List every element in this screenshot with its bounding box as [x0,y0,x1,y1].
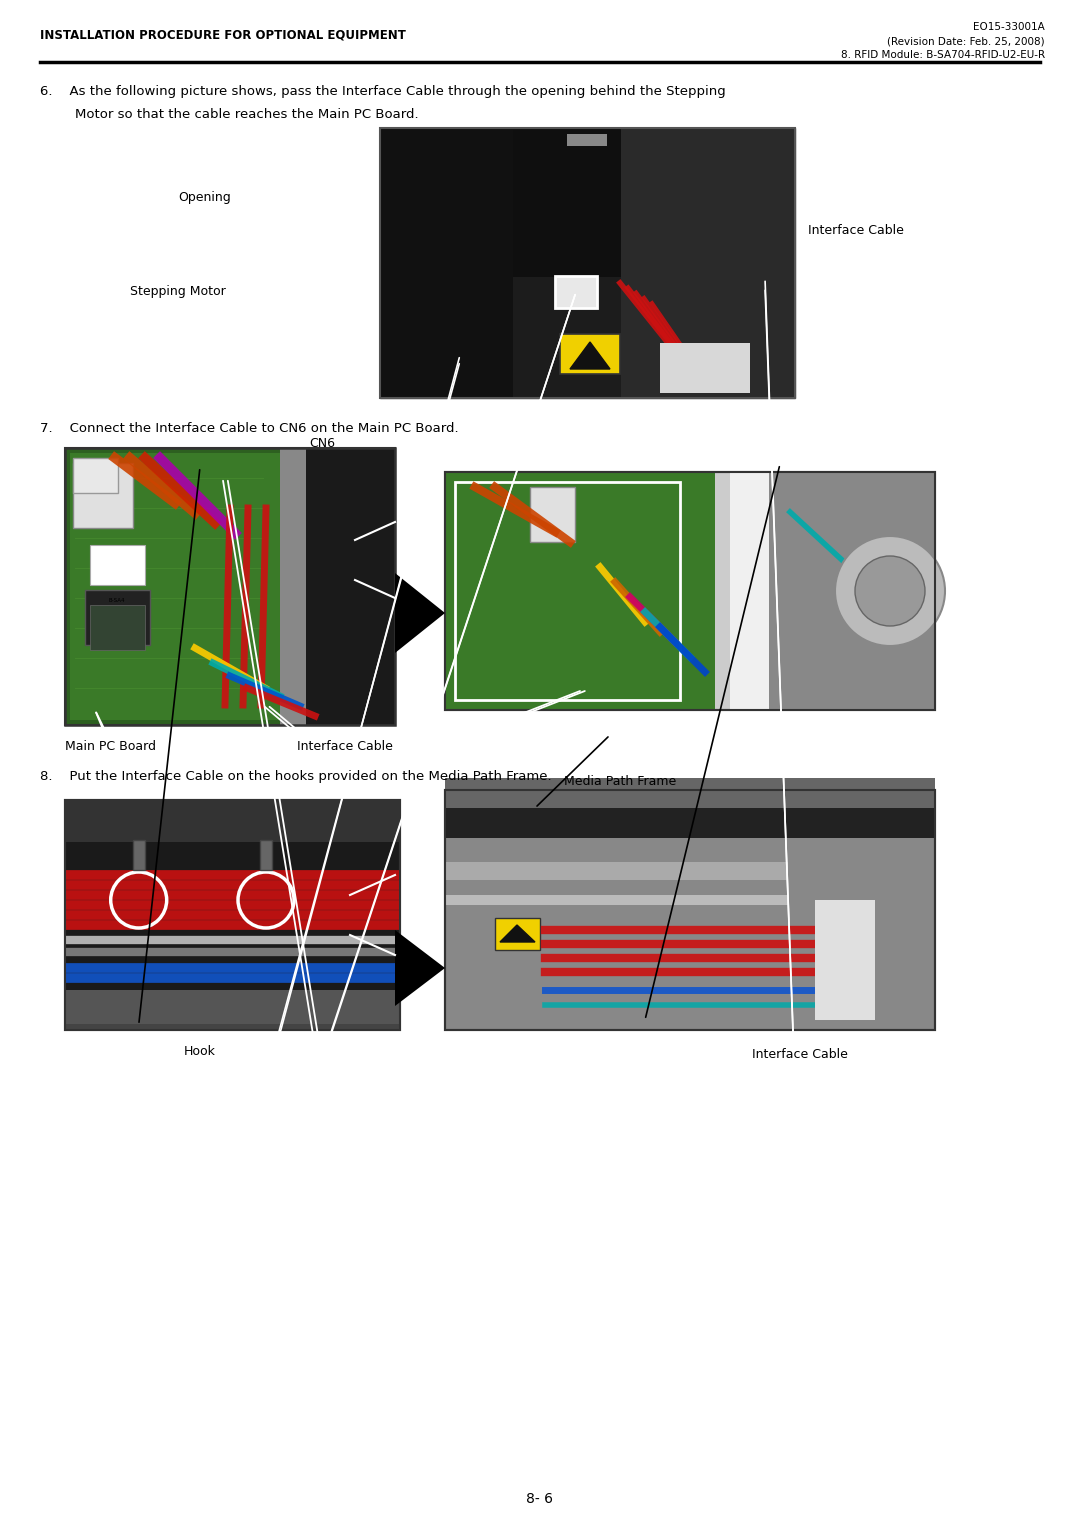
FancyBboxPatch shape [621,128,795,397]
Circle shape [855,556,924,626]
Text: 7.    Connect the Interface Cable to CN6 on the Main PC Board.: 7. Connect the Interface Cable to CN6 on… [40,422,459,435]
Text: INSTALLATION PROCEDURE FOR OPTIONAL EQUIPMENT: INSTALLATION PROCEDURE FOR OPTIONAL EQUI… [40,28,406,41]
FancyBboxPatch shape [445,790,935,837]
FancyBboxPatch shape [380,128,795,397]
FancyBboxPatch shape [555,277,597,309]
Polygon shape [570,342,610,368]
FancyBboxPatch shape [380,128,795,277]
FancyBboxPatch shape [445,472,935,711]
FancyBboxPatch shape [65,1024,400,1030]
Text: Opening: Opening [178,191,231,205]
FancyBboxPatch shape [561,335,620,374]
FancyBboxPatch shape [73,458,118,494]
FancyBboxPatch shape [445,895,788,905]
FancyBboxPatch shape [65,801,400,842]
FancyBboxPatch shape [530,487,575,542]
Text: B-SA4: B-SA4 [109,597,125,602]
FancyBboxPatch shape [65,990,400,1025]
Text: 8.    Put the Interface Cable on the hooks provided on the Media Path Frame.: 8. Put the Interface Cable on the hooks … [40,770,552,782]
Text: Interface Cable: Interface Cable [297,740,393,753]
Text: 8- 6: 8- 6 [527,1491,554,1507]
Text: CN6: CN6 [309,437,335,451]
FancyBboxPatch shape [815,900,875,1021]
Text: 6.    As the following picture shows, pass the Interface Cable through the openi: 6. As the following picture shows, pass … [40,86,726,98]
Text: Main PC Board: Main PC Board [65,740,156,753]
Text: Stepping Motor: Stepping Motor [130,286,226,298]
FancyBboxPatch shape [260,840,272,869]
FancyBboxPatch shape [85,590,150,645]
Text: 8. RFID Module: B-SA704-RFID-U2-EU-R: 8. RFID Module: B-SA704-RFID-U2-EU-R [841,50,1045,60]
FancyBboxPatch shape [90,545,145,585]
FancyBboxPatch shape [133,840,145,869]
Circle shape [835,536,945,646]
FancyBboxPatch shape [567,134,607,147]
Text: EO15-33001A: EO15-33001A [973,21,1045,32]
Text: Media Path Frame: Media Path Frame [564,775,676,788]
FancyBboxPatch shape [769,472,935,711]
FancyBboxPatch shape [70,452,284,720]
FancyBboxPatch shape [495,918,540,950]
FancyBboxPatch shape [65,801,400,1030]
FancyBboxPatch shape [280,448,306,724]
Text: Interface Cable: Interface Cable [808,223,904,237]
Polygon shape [395,573,445,652]
FancyBboxPatch shape [306,448,395,724]
FancyBboxPatch shape [65,448,395,724]
FancyBboxPatch shape [90,605,145,649]
FancyBboxPatch shape [445,778,935,808]
FancyBboxPatch shape [660,342,750,393]
Text: Motor so that the cable reaches the Main PC Board.: Motor so that the cable reaches the Main… [75,108,419,121]
FancyBboxPatch shape [729,472,769,711]
FancyBboxPatch shape [73,463,133,529]
Text: (Revision Date: Feb. 25, 2008): (Revision Date: Feb. 25, 2008) [888,37,1045,46]
Text: Interface Cable: Interface Cable [752,1048,848,1060]
FancyBboxPatch shape [445,790,935,1030]
FancyBboxPatch shape [380,128,513,397]
Polygon shape [395,931,445,1005]
FancyBboxPatch shape [445,862,788,880]
Text: Hook: Hook [184,1045,216,1057]
FancyBboxPatch shape [445,472,715,711]
Polygon shape [500,924,535,941]
